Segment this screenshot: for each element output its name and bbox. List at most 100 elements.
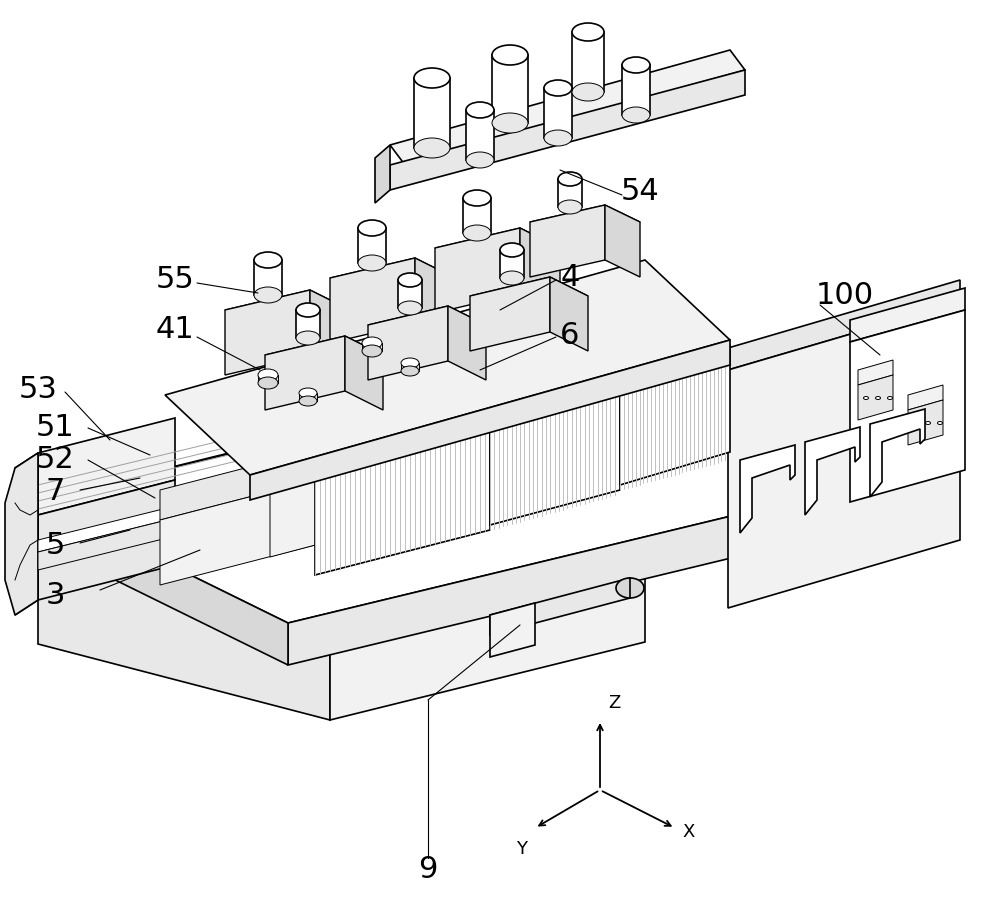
Ellipse shape [358, 220, 386, 236]
Ellipse shape [463, 190, 491, 206]
Polygon shape [740, 445, 795, 533]
Polygon shape [850, 288, 965, 342]
Polygon shape [270, 456, 410, 557]
Text: X: X [682, 823, 694, 841]
Ellipse shape [358, 255, 386, 271]
Ellipse shape [622, 107, 650, 123]
Polygon shape [470, 277, 588, 315]
Polygon shape [38, 492, 280, 570]
Ellipse shape [926, 421, 930, 425]
Ellipse shape [401, 358, 419, 368]
Polygon shape [310, 290, 350, 375]
Polygon shape [500, 250, 524, 278]
Text: 5: 5 [45, 530, 65, 559]
Polygon shape [572, 32, 604, 92]
Text: 54: 54 [621, 177, 659, 206]
Polygon shape [225, 290, 350, 330]
Polygon shape [368, 306, 486, 344]
Text: Z: Z [608, 694, 620, 712]
Polygon shape [530, 205, 640, 239]
Polygon shape [466, 110, 494, 160]
Polygon shape [490, 603, 535, 657]
Ellipse shape [398, 301, 422, 315]
Polygon shape [448, 306, 486, 380]
Polygon shape [558, 179, 582, 207]
Polygon shape [265, 336, 345, 410]
Ellipse shape [616, 578, 644, 598]
Polygon shape [870, 409, 925, 497]
Polygon shape [605, 205, 640, 277]
Ellipse shape [258, 377, 278, 389]
Polygon shape [38, 418, 175, 515]
Polygon shape [270, 425, 410, 493]
Polygon shape [492, 55, 528, 123]
Polygon shape [463, 198, 491, 233]
Ellipse shape [938, 421, 942, 425]
Polygon shape [315, 413, 490, 575]
Ellipse shape [466, 102, 494, 118]
Ellipse shape [558, 172, 582, 186]
Polygon shape [622, 65, 650, 115]
Text: 100: 100 [816, 281, 874, 310]
Text: 55: 55 [156, 265, 194, 294]
Polygon shape [375, 145, 390, 203]
Ellipse shape [299, 396, 317, 406]
Polygon shape [550, 277, 588, 351]
Polygon shape [858, 375, 893, 420]
Text: 7: 7 [45, 478, 65, 507]
Ellipse shape [414, 138, 450, 158]
Polygon shape [728, 302, 960, 608]
Polygon shape [15, 453, 38, 615]
Ellipse shape [254, 287, 282, 303]
Ellipse shape [492, 45, 528, 65]
Polygon shape [398, 280, 422, 308]
Ellipse shape [572, 23, 604, 41]
Polygon shape [165, 260, 730, 475]
Text: 6: 6 [560, 321, 580, 350]
Polygon shape [330, 498, 645, 720]
Text: 51: 51 [36, 413, 74, 442]
Polygon shape [401, 363, 419, 371]
Polygon shape [345, 336, 383, 410]
Ellipse shape [296, 303, 320, 317]
Polygon shape [530, 205, 605, 277]
Polygon shape [850, 310, 965, 502]
Ellipse shape [876, 397, 881, 400]
Polygon shape [38, 480, 175, 600]
Ellipse shape [914, 421, 918, 425]
Polygon shape [490, 378, 620, 525]
Ellipse shape [401, 366, 419, 376]
Polygon shape [435, 228, 560, 268]
Polygon shape [38, 422, 645, 576]
Polygon shape [470, 277, 550, 351]
Polygon shape [908, 385, 943, 410]
Polygon shape [288, 468, 930, 665]
Polygon shape [390, 50, 745, 165]
Ellipse shape [622, 57, 650, 73]
Ellipse shape [258, 369, 278, 381]
Ellipse shape [864, 397, 868, 400]
Ellipse shape [544, 80, 572, 96]
Polygon shape [415, 258, 455, 343]
Text: 41: 41 [156, 315, 194, 344]
Ellipse shape [414, 68, 450, 88]
Polygon shape [160, 450, 315, 520]
Ellipse shape [362, 345, 382, 357]
Ellipse shape [888, 397, 893, 400]
Polygon shape [908, 400, 943, 445]
Polygon shape [490, 578, 630, 635]
Text: 4: 4 [560, 263, 580, 292]
Ellipse shape [463, 225, 491, 241]
Polygon shape [160, 480, 315, 585]
Polygon shape [265, 336, 383, 374]
Ellipse shape [544, 130, 572, 146]
Ellipse shape [500, 243, 524, 257]
Polygon shape [414, 78, 450, 148]
Polygon shape [620, 345, 730, 485]
Polygon shape [5, 453, 38, 615]
Text: 53: 53 [19, 376, 57, 404]
Polygon shape [296, 310, 320, 338]
Ellipse shape [500, 271, 524, 285]
Ellipse shape [296, 331, 320, 345]
Polygon shape [390, 70, 745, 190]
